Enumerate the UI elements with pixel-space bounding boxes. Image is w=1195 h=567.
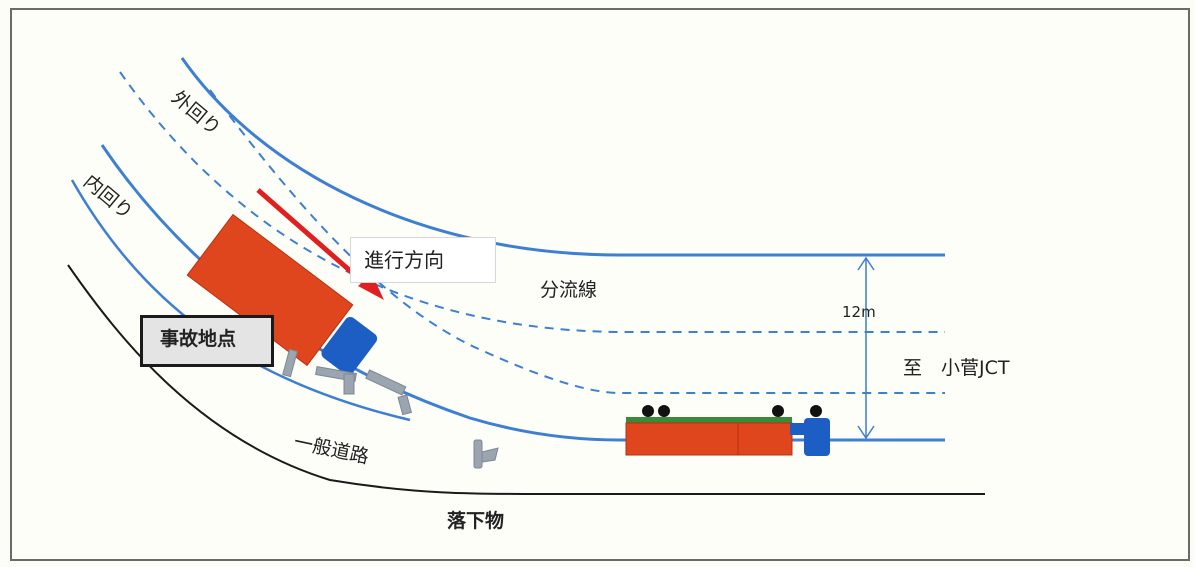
accident-site-label: 事故地点	[160, 328, 237, 350]
direction-label: 進行方向	[364, 248, 444, 272]
width-label: 12m	[842, 303, 876, 321]
wheel	[772, 405, 784, 417]
flatbed-truck	[625, 405, 830, 456]
diverge-dashed-line	[209, 89, 945, 394]
general-road-edge	[67, 264, 985, 496]
wheel	[642, 405, 654, 417]
accident-site-box	[140, 315, 274, 367]
lane-divider-dashed	[119, 71, 945, 333]
wheel	[810, 405, 822, 417]
flatbed-deck	[626, 417, 792, 423]
destination-label: 至 小菅JCT	[903, 357, 1010, 379]
truck-cab	[321, 316, 378, 375]
flatbed-load	[625, 422, 793, 456]
flatbed-cab-link	[790, 423, 804, 435]
fallen-object-label: 落下物	[447, 510, 505, 532]
dimension-arrow-bottom	[857, 425, 875, 440]
fallen-object-icon	[473, 439, 499, 469]
wheel	[658, 405, 670, 417]
dimension-arrow-top	[857, 256, 875, 271]
flatbed-cab	[804, 418, 830, 456]
diverge-line-label: 分流線	[540, 279, 598, 301]
debris	[282, 348, 413, 416]
direction-label-box	[350, 237, 496, 283]
